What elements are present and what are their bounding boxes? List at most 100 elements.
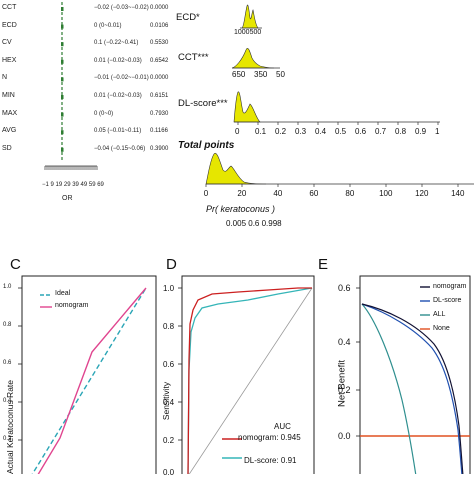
forest-row-ci: −0.04 (−0.15~0.06) — [94, 145, 146, 152]
forest-row-label: SD — [2, 144, 12, 152]
panel-d-ytick: 0.6 — [163, 360, 175, 369]
roc-nomogram — [187, 287, 312, 474]
ecd-ticks: 1000500 — [234, 29, 262, 36]
panel-c-letter: C — [10, 256, 21, 273]
panel-d-ytick: 0.2 — [163, 436, 175, 445]
total-label: Total points — [178, 140, 235, 151]
panel-d: D 1.0 0.8 0.6 0.4 0.2 0.0 AUC nomogram: 0.945… — [158, 250, 316, 477]
forest-row-marker — [61, 7, 64, 11]
forest-row-label: HEX — [2, 56, 17, 64]
panel-c-svg — [18, 275, 157, 474]
forest-row-p: 0.1166 — [150, 128, 168, 135]
forest-row-label: MAX — [2, 109, 18, 117]
dca-nomogram — [361, 303, 464, 474]
ecd-density — [241, 4, 259, 29]
forest-row-marker — [61, 42, 64, 47]
total-tick-label: 140 — [451, 189, 465, 198]
forest-row-marker — [61, 77, 64, 82]
legend-nomogram: nomogram — [55, 302, 89, 309]
forest-row-marker — [61, 130, 64, 135]
forest-row-label: CCT — [2, 4, 17, 11]
panel-e: E 0.6 0.4 0.2 0.0 nomogram DL-score ALL Non… — [316, 250, 474, 474]
dl-tick-label: 0.6 — [355, 127, 367, 136]
total-tick-label: 100 — [379, 189, 393, 198]
dl-tick-label: 0.2 — [275, 127, 287, 136]
dl-tick-label: 0.4 — [315, 127, 327, 136]
auc-nomogram: nomogram: 0.945 — [238, 433, 301, 442]
forest-row-label: CV — [2, 39, 12, 47]
dl-density — [233, 91, 261, 123]
forest-row-label: MIN — [2, 92, 15, 99]
ideal-line — [31, 287, 147, 474]
pr-label: Pr( keratoconus ) — [206, 204, 276, 214]
nomogram: ECD* 1000500 CCT*** 650 350 50 DL-score***… — [170, 0, 474, 240]
cct-tick-label: 350 — [254, 70, 268, 79]
dl-tick-label: 0.1 — [255, 127, 267, 136]
forest-row-marker — [61, 59, 64, 64]
forest-row-p: 0.6151 — [150, 93, 169, 99]
pr-ticks: 0.005 0.6 0.998 — [226, 219, 282, 228]
forest-row-marker — [61, 24, 64, 29]
panel-e-svg — [356, 275, 471, 474]
legend-ideal: Ideal — [55, 290, 71, 297]
total-tick-label: 60 — [309, 189, 319, 198]
dl-tick-label: 1 — [435, 127, 440, 136]
legend-dca-dl-score: DL-score — [433, 297, 462, 304]
panel-c-ytick: 0.8 — [3, 322, 12, 328]
cct-label: CCT*** — [178, 52, 209, 63]
total-tick-label: 40 — [273, 189, 283, 198]
forest-row-p: 0.5530 — [150, 40, 169, 47]
nomogram-svg — [205, 4, 474, 187]
panel-e-ylabel: Net Benefit — [336, 360, 348, 407]
panel-e-ytick: 0.2 — [338, 385, 351, 395]
forest-x-label: OR — [62, 195, 73, 202]
total-tick-label: 120 — [415, 189, 429, 198]
panel-e-letter: E — [318, 256, 329, 273]
forest-tick-marks — [44, 166, 98, 170]
legend-dca-all: ALL — [433, 311, 446, 318]
panel-e-ytick: 0.4 — [338, 337, 351, 347]
dl-tick-label: 0.9 — [415, 127, 427, 136]
cct-tick-label: 650 — [232, 70, 246, 79]
forest-row-ci: 0.1 (−0.22~0.41) — [94, 40, 139, 47]
panel-c-ytick: 0.4 — [3, 398, 12, 404]
forest-row-p: 0.0000 — [150, 5, 169, 11]
forest-row-ci: 0 (0~0) — [94, 110, 114, 117]
nomogram-calibration-line — [37, 287, 147, 474]
total-tick-label: 0 — [203, 189, 209, 198]
dl-label: DL-score*** — [178, 98, 228, 109]
panel-c: C 1.0 0.8 0.6 0.4 0.2 Ideal nomogram Actual … — [0, 250, 158, 474]
panel-d-ytick: 0.8 — [163, 322, 175, 331]
auc-dl-score: DL-score: 0.91 — [244, 456, 297, 465]
forest-plot: CCT −0.02 (−0.03~−0.02) 0.0000 ECD 0 (0~0.01… — [0, 0, 180, 215]
forest-row-p: 0.0106 — [150, 22, 169, 29]
panel-d-svg — [178, 275, 315, 474]
total-density — [205, 152, 267, 185]
legend-dca-none: None — [433, 325, 450, 332]
total-tick-label: 80 — [345, 189, 355, 198]
forest-row-p: 0.6542 — [150, 57, 169, 64]
forest-row-marker — [61, 147, 64, 152]
legend-dca-nomogram: nomogram — [433, 283, 467, 290]
panel-c-ylabel: Actual Keratoconus Rate — [5, 379, 15, 475]
panel-e-ytick: 0.6 — [338, 283, 351, 293]
panel-c-ytick: 1.0 — [3, 284, 12, 290]
panel-c-ytick: 0.6 — [3, 360, 12, 366]
dl-tick-label: 0.3 — [295, 127, 307, 136]
dl-tick-label: 0.8 — [395, 127, 407, 136]
forest-row-p: 0.7930 — [150, 110, 169, 117]
panel-d-ylabel: Sensitivity — [161, 381, 171, 421]
auc-title: AUC — [274, 422, 291, 431]
dca-all — [361, 303, 417, 474]
cct-density — [231, 47, 275, 69]
cct-tick-label: 50 — [276, 70, 285, 79]
panel-d-ytick: 0.0 — [163, 468, 175, 477]
total-tick-label: 20 — [237, 189, 247, 198]
panel-e-ytick: 0.0 — [338, 431, 351, 441]
panel-d-ytick: 0.4 — [163, 398, 175, 407]
forest-axis-svg — [44, 2, 98, 170]
forest-row-marker — [61, 95, 64, 99]
forest-row-label: ECD — [2, 21, 17, 29]
forest-row-marker — [61, 112, 64, 117]
dl-tick-label: 0.5 — [335, 127, 347, 136]
